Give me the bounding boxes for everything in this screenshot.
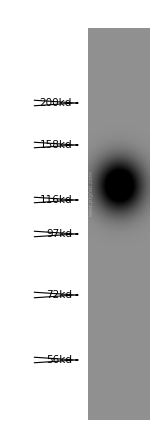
Text: 158kd: 158kd	[39, 140, 72, 150]
Text: www.ptglab.com: www.ptglab.com	[88, 169, 93, 216]
Text: 200kd: 200kd	[40, 98, 72, 108]
Text: 56kd: 56kd	[46, 355, 72, 365]
Text: 116kd: 116kd	[39, 195, 72, 205]
Text: 72kd: 72kd	[46, 290, 72, 300]
Text: 97kd: 97kd	[46, 229, 72, 239]
